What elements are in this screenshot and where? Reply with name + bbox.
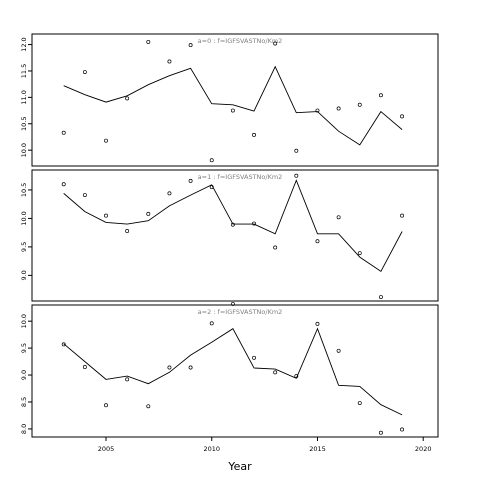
y-tick-label: 8.0 <box>20 424 28 434</box>
data-point <box>146 39 151 44</box>
fitted-line <box>63 327 403 416</box>
x-tick-label: 2005 <box>98 445 115 453</box>
fitted-line <box>63 65 403 146</box>
data-point <box>104 213 108 218</box>
y-tick-label: 11.0 <box>20 90 28 104</box>
data-point <box>167 191 172 196</box>
data-point <box>82 70 87 74</box>
panels-layer: 10.0 10.5 11.0 11.5 12.0 a=0 : f=IGFSVASTNo/K… <box>20 33 439 438</box>
data-point <box>61 130 66 135</box>
data-point <box>252 355 256 360</box>
panel-frame <box>31 304 439 438</box>
fitted-line <box>63 179 403 273</box>
y-tick-label: 9.0 <box>20 370 28 380</box>
data-point <box>146 211 151 216</box>
data-point <box>336 215 341 220</box>
data-point <box>400 427 405 432</box>
data-point <box>209 158 214 163</box>
panel-0: 10.0 10.5 11.0 11.5 12.0 a=0 : f=IGFSVASTNo/K… <box>20 33 439 167</box>
x-axis-title: Year <box>227 460 252 473</box>
data-point <box>315 321 320 326</box>
data-point <box>336 348 341 353</box>
data-point <box>230 108 235 113</box>
y-tick-label: 10.5 <box>20 183 28 197</box>
panel-frame <box>31 169 439 302</box>
data-point <box>188 365 193 370</box>
data-point <box>252 221 256 226</box>
data-point <box>125 228 130 233</box>
data-point <box>252 132 256 137</box>
data-point <box>209 321 214 326</box>
data-point <box>378 430 383 435</box>
data-point <box>230 301 235 306</box>
panel-1: 9.0 9.5 10.0 10.5 a=1 : f=IGFSVASTNo/Km2 <box>20 169 439 302</box>
data-point <box>357 102 362 107</box>
data-point <box>104 138 108 143</box>
data-point <box>82 193 87 198</box>
x-tick-label: 2010 <box>203 445 220 453</box>
x-tick-label: 2015 <box>309 445 326 453</box>
data-point <box>400 114 405 119</box>
y-tick-label: 10.0 <box>20 211 28 225</box>
x-tick-label: 2020 <box>415 445 432 453</box>
y-tick-label: 10.0 <box>20 143 28 157</box>
y-tick-label: 9.5 <box>20 343 28 353</box>
panel-2: 8.0 8.5 9.0 9.5 10.0 a=2 : f=IGFSVASTNo/Km2 <box>20 301 439 438</box>
y-tick-label: 10.5 <box>20 117 28 131</box>
data-point <box>294 148 299 153</box>
panel-frame <box>31 33 439 167</box>
data-point <box>230 222 235 227</box>
data-point <box>273 41 278 46</box>
y-tick-label: 9.0 <box>20 270 28 280</box>
y-tick-label: 8.5 <box>20 397 28 407</box>
data-point <box>104 403 108 408</box>
data-point <box>188 178 193 183</box>
data-point <box>336 106 341 111</box>
data-point <box>82 365 87 369</box>
panel-title: a=1 : f=IGFSVASTNo/Km2 <box>198 173 283 181</box>
data-point <box>273 245 278 250</box>
data-point <box>357 251 362 256</box>
x-axis: 2005 2010 2015 2020 <box>98 437 432 453</box>
panel-title: a=2 : f=IGFSVASTNo/Km2 <box>198 308 283 316</box>
data-point <box>378 295 383 299</box>
data-point <box>61 182 66 187</box>
data-point <box>315 239 320 244</box>
y-tick-label: 9.5 <box>20 242 28 252</box>
data-point <box>125 96 130 101</box>
data-point <box>188 43 193 48</box>
y-tick-label: 12.0 <box>20 37 28 51</box>
data-point <box>357 401 362 406</box>
data-point <box>378 93 383 98</box>
data-point <box>167 59 172 64</box>
data-point <box>146 404 151 409</box>
data-point <box>400 213 405 218</box>
data-point <box>61 342 66 347</box>
data-point <box>294 173 299 178</box>
panel-title: a=0 : f=IGFSVASTNo/Km2 <box>198 37 283 45</box>
y-tick-label: 10.0 <box>20 314 28 328</box>
data-point <box>167 365 172 370</box>
data-point <box>273 370 278 375</box>
data-point <box>125 377 130 382</box>
y-tick-label: 11.5 <box>20 64 28 78</box>
